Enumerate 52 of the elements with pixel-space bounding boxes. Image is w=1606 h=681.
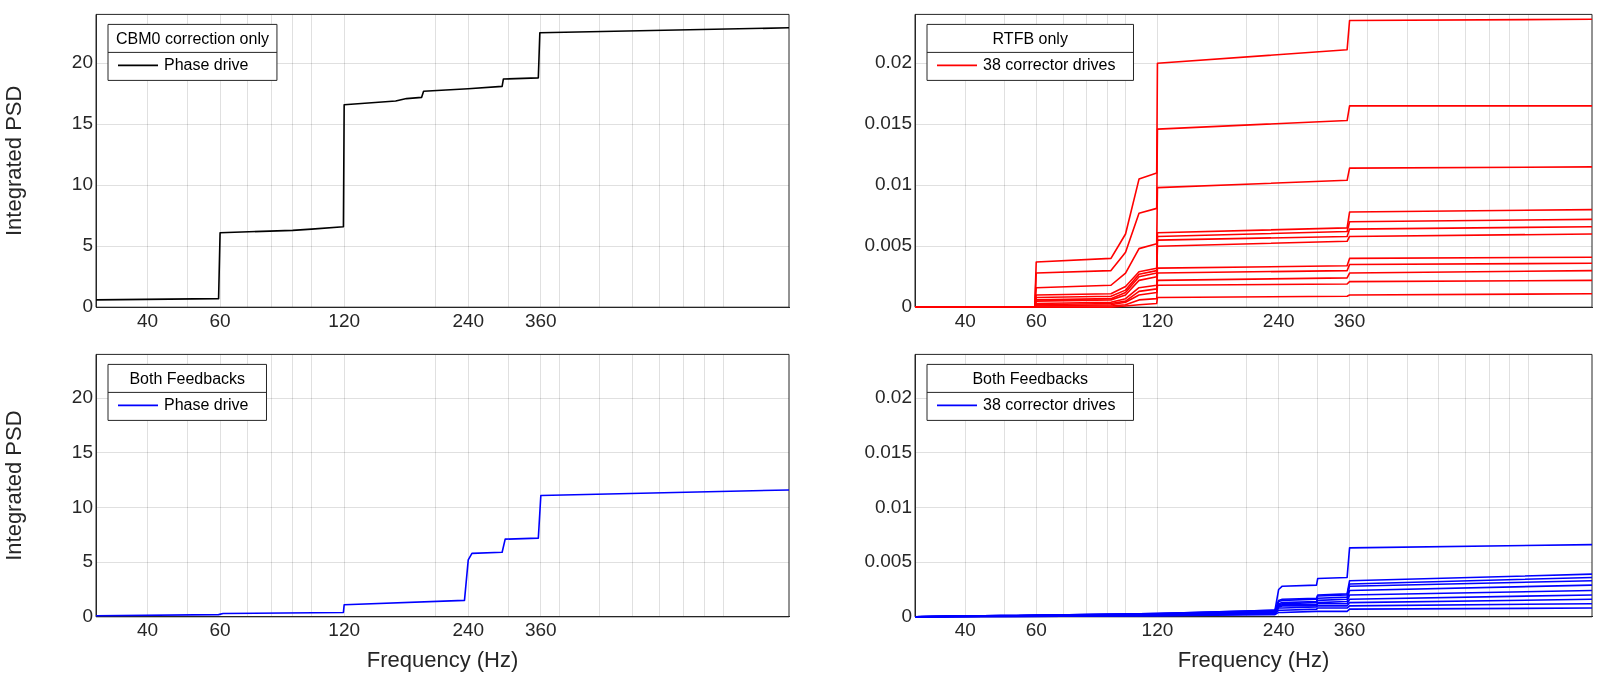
y-axis-title: Integrated PSD (1, 410, 27, 561)
x-tick-label: 360 (524, 619, 557, 641)
x-axis-title: Frequency (Hz) (366, 646, 519, 672)
x-tick-label: 120 (1141, 309, 1174, 331)
legend-label: 38 corrector drives (983, 55, 1116, 73)
y-tick-label: 0.01 (875, 495, 912, 517)
x-tick-label: 120 (328, 619, 361, 641)
y-tick-label: 0.015 (864, 112, 912, 134)
y-tick-label: 0.02 (875, 51, 912, 73)
x-tick-label: 240 (452, 619, 485, 641)
x-tick-label: 240 (1262, 309, 1295, 331)
legend-label: 38 corrector drives (983, 395, 1116, 413)
x-tick-label: 60 (209, 619, 231, 641)
y-tick-label: 0.005 (864, 550, 912, 572)
x-tick-label: 120 (1141, 619, 1174, 641)
legend-title: RTFB only (992, 29, 1068, 47)
x-tick-label: 360 (524, 309, 557, 331)
legend-title: Both Feedbacks (129, 369, 246, 387)
y-tick-label: 20 (71, 51, 93, 73)
y-tick-label: 20 (71, 386, 93, 408)
legend-title: CBM0 correction only (116, 29, 269, 47)
x-tick-label: 60 (1025, 619, 1047, 641)
x-tick-label: 240 (452, 309, 485, 331)
x-tick-label: 40 (136, 619, 159, 641)
y-tick-label: 0.02 (875, 386, 912, 408)
x-tick-label: 240 (1262, 619, 1295, 641)
legend-label: Phase drive (164, 395, 249, 413)
x-tick-label: 120 (328, 309, 361, 331)
x-tick-label: 360 (1333, 309, 1366, 331)
x-tick-label: 60 (209, 309, 231, 331)
y-tick-label: 15 (71, 112, 93, 134)
y-tick-label: 0 (901, 605, 912, 627)
x-tick-label: 40 (954, 619, 976, 641)
x-axis-title: Frequency (Hz) (1177, 646, 1330, 672)
y-tick-label: 0.005 (864, 234, 912, 256)
y-tick-label: 0.01 (875, 173, 912, 195)
legend-title: Both Feedbacks (972, 369, 1089, 387)
y-tick-label: 0.015 (864, 441, 912, 463)
x-tick-label: 60 (1025, 309, 1047, 331)
x-tick-label: 40 (954, 309, 976, 331)
y-tick-label: 5 (82, 234, 93, 256)
y-tick-label: 0 (901, 295, 912, 317)
y-tick-label: 10 (71, 495, 93, 517)
x-tick-label: 360 (1333, 619, 1366, 641)
y-tick-label: 0 (82, 605, 93, 627)
y-tick-label: 10 (71, 173, 93, 195)
y-axis-title: Integrated PSD (1, 85, 27, 237)
y-tick-label: 0 (82, 295, 93, 317)
y-tick-label: 15 (71, 441, 93, 463)
legend-label: Phase drive (164, 55, 249, 73)
y-tick-label: 5 (82, 550, 93, 572)
x-tick-label: 40 (136, 309, 159, 331)
